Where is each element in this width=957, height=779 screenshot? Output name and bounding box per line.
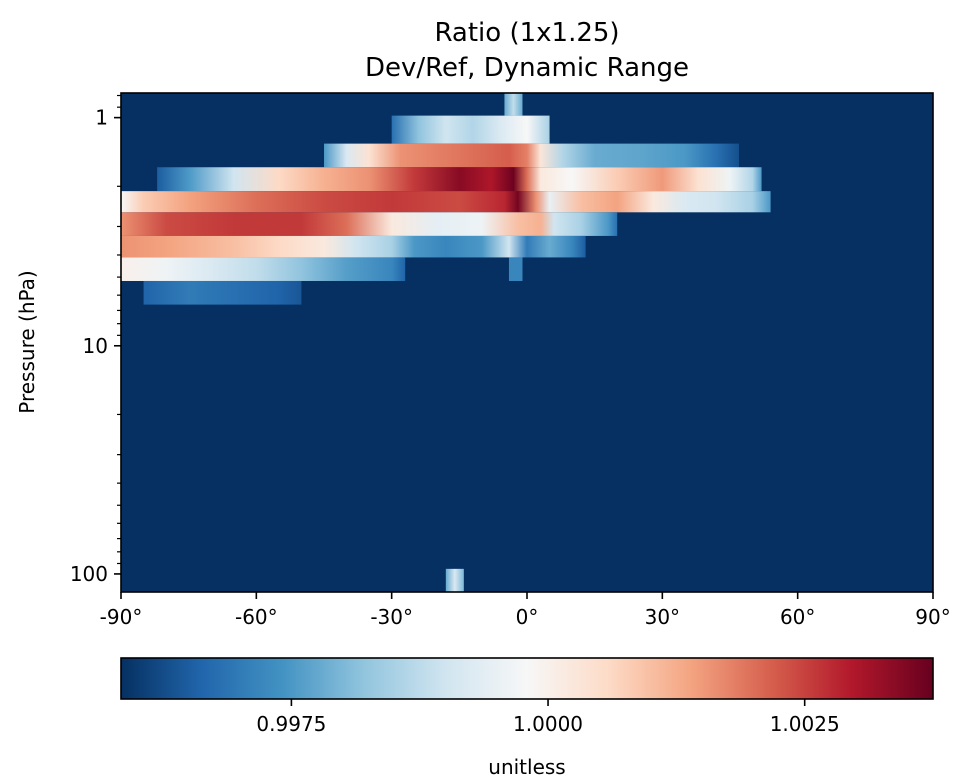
y-axis-label: Pressure (hPa) [15,270,39,413]
title-line-2: Dev/Ref, Dynamic Range [365,53,689,83]
heatmap-band [391,115,550,144]
x-axis: -90° -60° -30° 0° 30° 60° 90° [100,592,951,629]
heatmap-band [157,167,762,192]
colorbar-tick-label: 1.0025 [770,712,840,736]
heatmap-band [324,143,740,168]
colorbar-gradient [120,657,934,700]
heatmap-band [504,93,523,116]
colorbar-tick-label: 1.0000 [513,712,583,736]
heatmap-band [121,191,771,213]
colorbar-tick-label: 0.9975 [256,712,326,736]
y-tick-label: 100 [70,562,108,586]
colorbar-label: unitless [488,755,565,779]
y-ticks: 1 10 100 [70,94,121,586]
heatmap-band [121,235,586,258]
x-tick-label: 0° [516,605,539,629]
x-tick-label: -30° [370,605,413,629]
x-tick-label: 30° [645,605,680,629]
x-tick-label: 90° [915,605,950,629]
x-tick-label: 60° [780,605,815,629]
y-tick-label: 10 [83,334,108,358]
x-tick-label: -90° [100,605,143,629]
heatmap-band [121,257,406,281]
heatmap-plot-area [120,92,934,593]
title-line-1: Ratio (1x1.25) [434,18,619,48]
chart-title: Ratio (1x1.25) Dev/Ref, Dynamic Range [365,18,689,83]
heatmap-band [508,257,523,281]
y-axis: 1 10 100 Pressure (hPa) [15,94,121,586]
heatmap-band [445,568,464,592]
y-tick-label: 1 [95,106,108,130]
heatmap-band [143,280,302,305]
colorbar-ticks: 0.9975 1.0000 1.0025 [256,699,840,736]
heatmap-band [121,212,618,236]
heatmap-bands [121,93,771,592]
colorbar: 0.9975 1.0000 1.0025 unitless [120,657,934,779]
x-ticks: -90° -60° -30° 0° 30° 60° 90° [100,592,951,629]
x-tick-label: -60° [235,605,278,629]
